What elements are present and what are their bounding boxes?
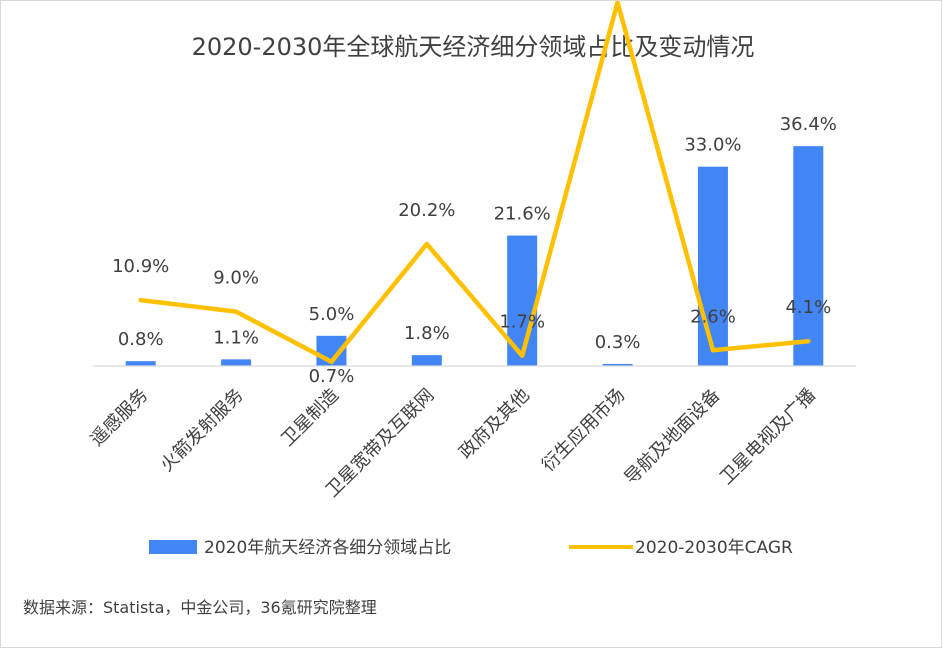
line-value-label: 9.0% xyxy=(213,268,259,289)
bar-value-label: 0.3% xyxy=(595,332,641,353)
bar xyxy=(412,355,442,366)
category-labels: 遥感服务火箭发射服务卫星制造卫星宽带及互联网政府及其他衍生应用市场导航及地面设备… xyxy=(86,385,819,502)
legend: 2020年航天经济各细分领域占比 2020-2030年CAGR xyxy=(149,538,793,558)
bar xyxy=(793,146,823,366)
source-note: 数据来源：Statista，中金公司，36氪研究院整理 xyxy=(23,598,377,617)
category-label: 衍生应用市场 xyxy=(538,385,629,476)
line-value-label: 0.7% xyxy=(309,366,355,387)
bar xyxy=(698,167,728,366)
line-value-label: 2.6% xyxy=(690,306,736,327)
bar-value-label: 33.0% xyxy=(684,135,741,156)
line-value-label: 10.9% xyxy=(112,256,169,277)
bar xyxy=(221,359,251,366)
category-label: 导航及地面设备 xyxy=(621,385,725,489)
legend-bar-label: 2020年航天经济各细分领域占比 xyxy=(204,538,451,558)
bar-value-label: 36.4% xyxy=(780,114,837,135)
legend-line-label: 2020-2030年CAGR xyxy=(635,538,793,558)
line-value-label: 1.7% xyxy=(499,312,545,333)
line-value-label: 20.2% xyxy=(398,200,455,221)
bar xyxy=(126,361,156,366)
bar-value-label: 1.1% xyxy=(213,327,259,348)
bar-value-label: 5.0% xyxy=(309,304,355,325)
bar-value-label: 1.8% xyxy=(404,323,450,344)
bar-value-label: 21.6% xyxy=(494,204,551,225)
line-value-label: 4.1% xyxy=(785,297,831,318)
legend-bar-swatch xyxy=(149,540,197,554)
category-label: 遥感服务 xyxy=(86,385,152,451)
bar-value-label: 0.8% xyxy=(118,329,164,350)
category-label: 卫星电视及广播 xyxy=(716,385,820,489)
category-label: 火箭发射服务 xyxy=(156,385,247,476)
category-label: 卫星制造 xyxy=(277,385,343,451)
category-label: 政府及其他 xyxy=(455,385,533,463)
chart-title: 2020-2030年全球航天经济细分领域占比及变动情况 xyxy=(192,33,755,61)
